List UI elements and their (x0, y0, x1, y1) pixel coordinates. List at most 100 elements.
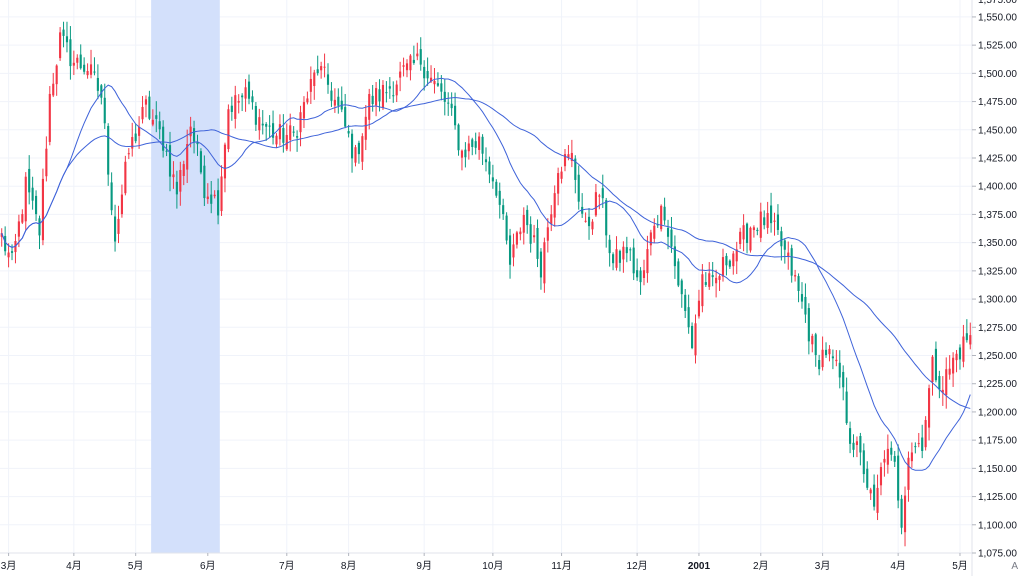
candle-body (148, 96, 151, 119)
candle-body (347, 131, 350, 134)
candle-body (402, 65, 405, 67)
candle-body (618, 250, 622, 263)
candle-body (182, 164, 185, 176)
candle-body (800, 294, 804, 302)
moving-average-line-50 (1, 97, 971, 409)
grid-lines (0, 0, 972, 554)
candle-body (512, 244, 515, 258)
candle-body (93, 71, 96, 73)
candle-body (680, 280, 683, 295)
candle-body (629, 249, 632, 251)
candle-body (117, 218, 120, 234)
candle-body (464, 149, 467, 158)
candle-body (852, 442, 855, 450)
candle-body (903, 495, 907, 533)
candle-body (742, 225, 745, 240)
candle-body (845, 391, 848, 424)
candle-body (113, 216, 117, 242)
candle-body (859, 436, 862, 453)
candle-body (306, 98, 309, 103)
highlight-band (151, 0, 220, 553)
candle-body (392, 95, 395, 97)
candle-body (313, 72, 316, 87)
candle-body (24, 176, 27, 222)
candle-body (866, 468, 869, 488)
candle-body (450, 103, 453, 109)
candle-body (72, 62, 75, 66)
candle-body (426, 71, 429, 79)
candle-body (838, 362, 841, 378)
candle-body (399, 71, 402, 78)
y-tick-label: 1,100.00 (978, 520, 1017, 531)
candle-body (316, 69, 319, 74)
candle-body (928, 388, 931, 428)
candle-body (62, 29, 65, 36)
x-axis[interactable]: 3月 4月 5月 6月 7月 8月 9月 10月 11月 12月 2001 2月 3月 4月 5月 (0, 552, 972, 572)
candle-body (59, 32, 62, 59)
candle-body (124, 161, 127, 194)
candle-body (251, 96, 254, 103)
candle-body (773, 220, 776, 222)
candle-body (52, 83, 55, 96)
x-tick-label: 5月 (128, 560, 144, 572)
candle-body (701, 274, 704, 307)
candle-body (615, 249, 618, 268)
candle-body (948, 368, 951, 375)
candle-body (797, 276, 800, 291)
x-tick-label: 11月 (551, 560, 571, 572)
candle-body (684, 294, 687, 311)
candle-body (76, 57, 79, 63)
candle-body (539, 251, 543, 278)
candle-body (96, 77, 99, 91)
candle-body (962, 336, 965, 362)
candle-body (223, 144, 227, 179)
candle-body (361, 136, 364, 162)
candle-body (103, 97, 106, 124)
candle-body (821, 349, 824, 368)
y-tick-label: 1,275.00 (978, 323, 1017, 334)
x-tick-label: 4月 (890, 560, 906, 572)
candle-body (646, 249, 649, 274)
candle-body (375, 88, 378, 106)
auto-scale-button[interactable]: A (1011, 561, 1018, 572)
candle-body (721, 257, 725, 277)
candle-body (897, 455, 900, 501)
candle-body (440, 83, 443, 92)
candle-body (405, 63, 409, 71)
candle-body (86, 70, 89, 76)
candle-body (519, 231, 522, 235)
candle-body (660, 205, 663, 230)
candle-body (230, 105, 233, 112)
candle-body (715, 277, 718, 284)
candle-body (955, 353, 958, 361)
y-tick-label: 1,350.00 (978, 238, 1017, 249)
candle-body (570, 152, 573, 162)
candle-body (234, 95, 237, 119)
candle-body (457, 124, 460, 151)
candle-body (488, 161, 491, 175)
candle-body (515, 232, 518, 245)
candle-body (89, 64, 93, 75)
y-axis[interactable]: 1,075.00 1,100.00 1,125.00 1,150.00 1,175.00… (971, 0, 1017, 576)
candle-body (385, 92, 388, 94)
candle-body (560, 171, 563, 179)
candle-body (65, 36, 69, 43)
candle-body (371, 95, 374, 105)
highlight-band-rect (151, 0, 220, 553)
candle-body (642, 270, 646, 278)
candle-body (217, 190, 220, 216)
candle-body (192, 128, 196, 142)
candle-body (498, 190, 501, 205)
candle-body (100, 85, 103, 98)
candle-body (110, 182, 113, 211)
candle-body (502, 205, 505, 215)
candle-body (151, 119, 154, 125)
candle-body (131, 137, 134, 149)
candle-body (34, 195, 38, 215)
candle-body (254, 106, 257, 125)
candle-body (869, 489, 872, 494)
x-tick-label: 12月 (627, 560, 648, 572)
candle-body (45, 148, 48, 177)
candle-body (388, 86, 391, 89)
candle-body (165, 150, 168, 152)
